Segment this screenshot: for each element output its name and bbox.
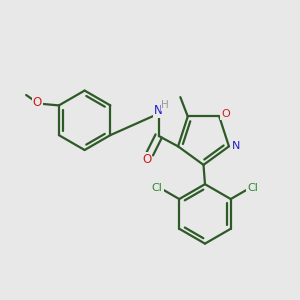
Text: N: N — [232, 141, 241, 152]
Text: Cl: Cl — [152, 183, 163, 193]
Text: O: O — [221, 109, 230, 119]
Text: O: O — [142, 153, 152, 166]
Text: Cl: Cl — [247, 183, 258, 193]
Text: O: O — [32, 96, 42, 109]
Text: N: N — [154, 104, 163, 117]
Text: H: H — [161, 100, 169, 110]
